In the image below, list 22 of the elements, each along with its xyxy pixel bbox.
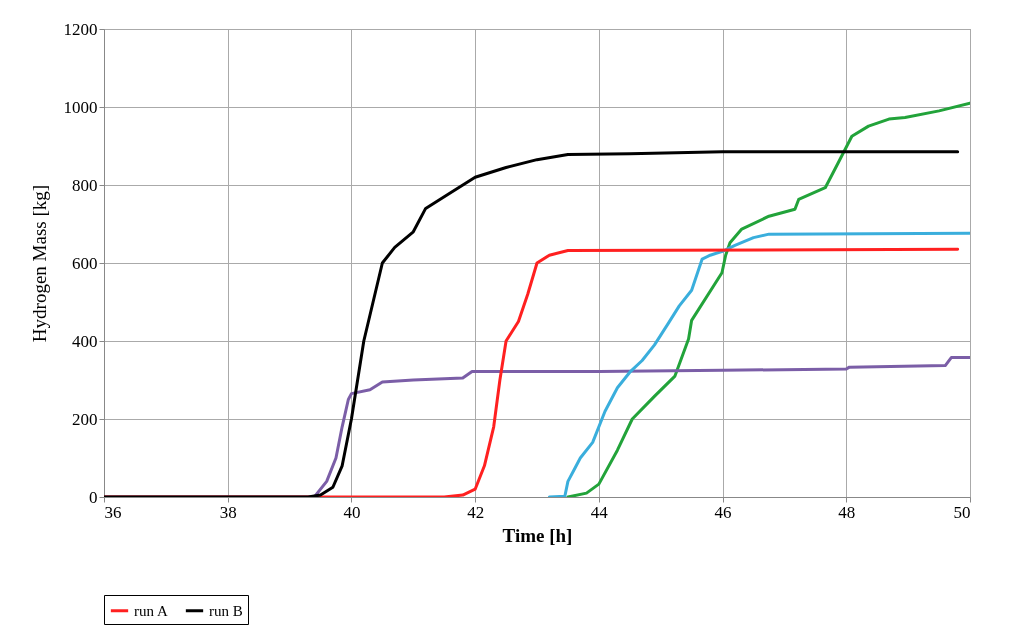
y-tick-label: 600 <box>72 253 98 273</box>
line-series <box>547 231 970 497</box>
y-axis-title: Hydrogen Mass [kg] <box>28 184 50 343</box>
x-tick-label: 46 <box>714 502 732 522</box>
x-tick-label: 48 <box>838 502 856 522</box>
y-tick-label: 400 <box>72 331 98 351</box>
line-series <box>104 150 960 497</box>
y-tick-label: 1000 <box>63 97 98 117</box>
x-tick-label: 50 <box>953 502 971 522</box>
y-tick-label: 800 <box>72 175 98 195</box>
x-tick-label: 42 <box>467 502 485 522</box>
y-tick-label: 1200 <box>63 19 98 39</box>
line-series <box>566 101 970 497</box>
legend-label: run B <box>209 602 243 619</box>
x-axis-title: Time [h] <box>502 524 573 546</box>
x-tick-label: 36 <box>104 502 122 522</box>
legend-label: run A <box>134 602 168 619</box>
x-tick-label: 40 <box>343 502 361 522</box>
x-tick-label: 38 <box>219 502 237 522</box>
y-tick-label: 200 <box>72 409 98 429</box>
x-tick-label: 44 <box>590 502 609 522</box>
y-tick-label: 0 <box>89 487 98 507</box>
